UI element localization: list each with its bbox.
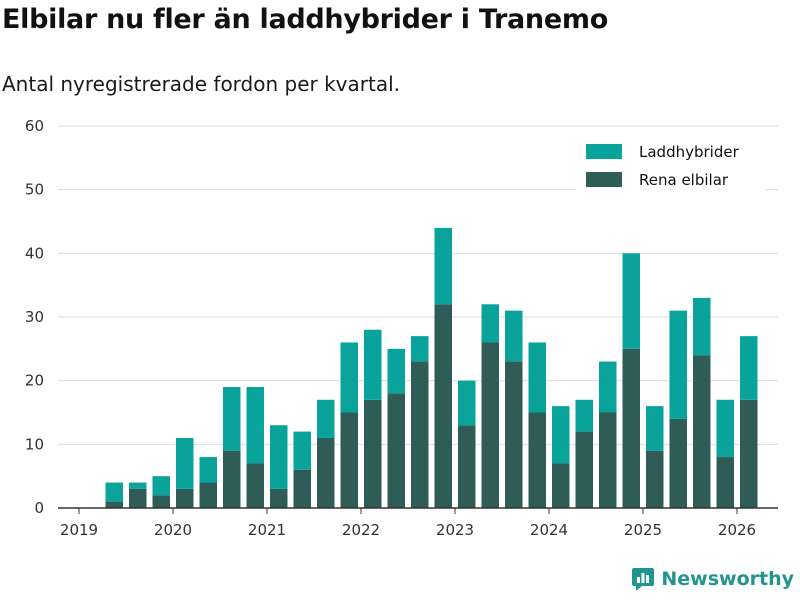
chart-title: Elbilar nu fler än laddhybrider i Tranem… — [2, 4, 608, 35]
x-tick-label: 2020 — [154, 521, 192, 539]
bar-laddhybrider — [340, 342, 358, 413]
bar-rena-elbilar — [176, 488, 194, 508]
y-tick-label: 20 — [25, 372, 44, 390]
bar-rena-elbilar — [646, 450, 664, 508]
bar-rena-elbilar — [340, 412, 358, 508]
bar-laddhybrider — [458, 380, 476, 426]
y-tick-label: 40 — [25, 244, 44, 262]
y-tick-label: 60 — [25, 117, 44, 135]
chart-subtitle: Antal nyregistrerade fordon per kvartal. — [2, 72, 401, 96]
bar-laddhybrider — [246, 387, 264, 464]
bar-laddhybrider — [223, 387, 241, 451]
x-tick-label: 2022 — [342, 521, 380, 539]
x-tick-label: 2023 — [436, 521, 474, 539]
bar-laddhybrider — [575, 399, 593, 432]
x-tick-label: 2021 — [248, 521, 286, 539]
legend-item-rena-elbilar-label: Rena elbilar — [639, 171, 729, 189]
bar-rena-elbilar — [528, 412, 546, 508]
legend: Laddhybrider Rena elbilar — [576, 138, 766, 196]
bar-rena-elbilar — [199, 482, 217, 508]
y-tick-label: 0 — [34, 499, 44, 517]
x-tick-label: 2026 — [718, 521, 756, 539]
legend-item-laddhybrider-swatch — [586, 144, 622, 159]
bar-laddhybrider — [693, 297, 711, 356]
bar-rena-elbilar — [740, 399, 758, 508]
bar-rena-elbilar — [505, 361, 523, 508]
bar-laddhybrider — [622, 253, 640, 349]
bar-rena-elbilar — [293, 469, 311, 508]
y-axis-ticks: 0 10 20 30 40 50 60 — [25, 117, 44, 517]
bar-laddhybrider — [152, 476, 170, 496]
bar-laddhybrider — [129, 482, 147, 489]
bar-laddhybrider — [528, 342, 546, 413]
bar-laddhybrider — [105, 482, 123, 502]
bar-rena-elbilar — [387, 393, 405, 508]
bar-rena-elbilar — [246, 463, 264, 508]
bar-rena-elbilar — [716, 457, 734, 508]
bar-rena-elbilar — [129, 488, 147, 508]
bar-rena-elbilar — [411, 361, 429, 508]
bar-rena-elbilar — [599, 412, 617, 508]
bar-laddhybrider — [669, 310, 687, 419]
bar-laddhybrider — [646, 406, 664, 451]
y-tick-label: 10 — [25, 435, 44, 453]
bar-laddhybrider — [293, 431, 311, 470]
bar-rena-elbilar — [270, 488, 288, 508]
bar-rena-elbilar — [317, 437, 335, 508]
brand-name: Newsworthy — [661, 568, 794, 590]
bar-rena-elbilar — [223, 450, 241, 508]
bar-rena-elbilar — [434, 304, 452, 508]
legend-item-rena-elbilar-swatch — [586, 172, 622, 187]
bar-laddhybrider — [740, 336, 758, 400]
bar-laddhybrider — [199, 457, 217, 483]
x-tick-label: 2025 — [624, 521, 662, 539]
legend-item-laddhybrider-label: Laddhybrider — [639, 143, 740, 161]
y-tick-label: 50 — [25, 181, 44, 199]
bar-laddhybrider — [716, 399, 734, 458]
x-tick-label: 2024 — [530, 521, 568, 539]
bar-laddhybrider — [552, 406, 570, 464]
bar-laddhybrider — [364, 329, 382, 400]
x-axis-ticks: 2019 2020 2021 2022 2023 2024 2025 2026 — [60, 508, 756, 539]
bar-laddhybrider — [317, 399, 335, 438]
bars — [105, 227, 758, 508]
bar-laddhybrider — [599, 361, 617, 413]
y-tick-label: 30 — [25, 308, 44, 326]
bar-laddhybrider — [387, 348, 405, 394]
bar-rena-elbilar — [622, 348, 640, 508]
newsworthy-logo-icon — [632, 568, 655, 591]
bar-laddhybrider — [505, 310, 523, 362]
x-tick-label: 2019 — [60, 521, 98, 539]
bar-rena-elbilar — [364, 399, 382, 508]
bar-rena-elbilar — [105, 501, 123, 508]
newsworthy-logo: Newsworthy — [631, 566, 794, 592]
bar-rena-elbilar — [458, 425, 476, 508]
bar-laddhybrider — [481, 304, 499, 343]
bar-laddhybrider — [176, 437, 194, 489]
bar-laddhybrider — [270, 425, 288, 489]
bar-rena-elbilar — [481, 342, 499, 508]
bar-rena-elbilar — [152, 495, 170, 508]
bar-rena-elbilar — [669, 418, 687, 508]
bar-laddhybrider — [411, 336, 429, 362]
bar-laddhybrider — [434, 227, 452, 305]
bar-rena-elbilar — [552, 463, 570, 508]
bar-rena-elbilar — [693, 355, 711, 508]
bar-rena-elbilar — [575, 431, 593, 508]
